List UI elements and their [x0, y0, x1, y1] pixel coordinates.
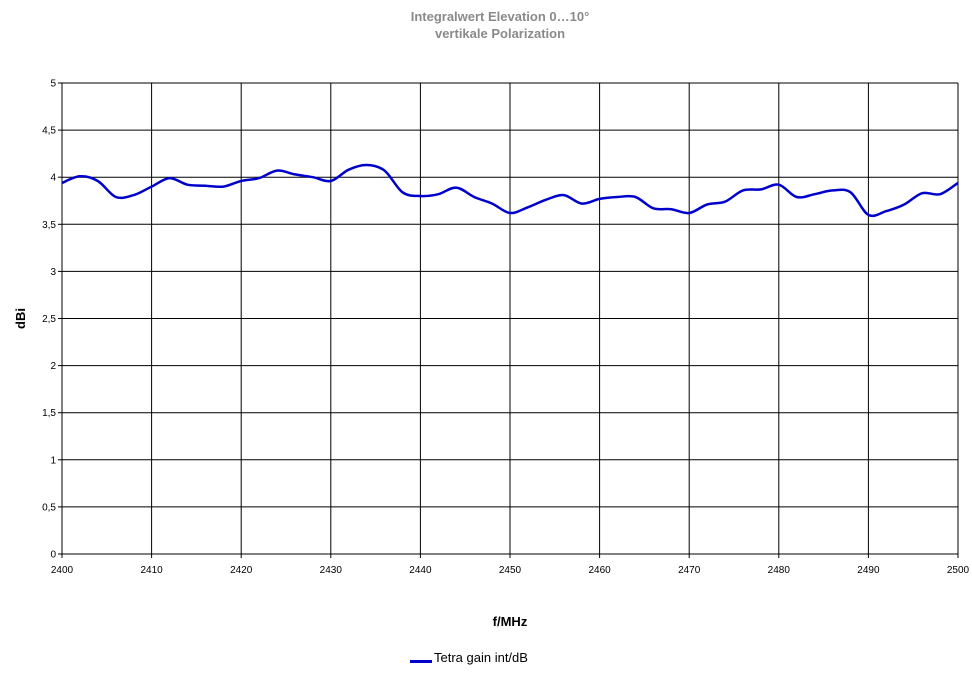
- y-tick-label: 0,5: [42, 502, 56, 513]
- x-tick-label: 2430: [320, 565, 343, 576]
- y-tick-label: 4,5: [42, 126, 56, 137]
- x-tick-label: 2420: [230, 565, 253, 576]
- y-tick-label: 1,5: [42, 408, 56, 419]
- y-tick-label: 5: [50, 79, 56, 90]
- x-tick-label: 2500: [947, 565, 970, 576]
- chart-title: Integralwert Elevation 0…10°: [410, 9, 590, 24]
- x-tick-label: 2450: [499, 565, 522, 576]
- x-tick-label: 2460: [588, 565, 611, 576]
- y-axis-title: dBi: [13, 308, 28, 329]
- y-tick-label: 0: [50, 550, 56, 561]
- x-tick-label: 2490: [857, 565, 880, 576]
- legend-label: Tetra gain int/dB: [434, 650, 528, 665]
- y-tick-label: 3,5: [42, 220, 56, 231]
- chart-subtitle: vertikale Polarization: [434, 26, 566, 41]
- x-tick-label: 2470: [678, 565, 701, 576]
- legend: Tetra gain int/dB: [410, 650, 528, 665]
- x-tick-label: 2410: [140, 565, 163, 576]
- y-tick-label: 4: [50, 173, 56, 184]
- series-line: [61, 163, 959, 218]
- y-tick-label: 2,5: [42, 314, 56, 325]
- x-tick-label: 2440: [409, 565, 432, 576]
- x-tick-label: 2480: [768, 565, 791, 576]
- x-axis-title: f/MHz: [493, 614, 528, 629]
- y-tick-label: 2: [50, 361, 56, 372]
- y-tick-label: 3: [50, 267, 56, 278]
- y-tick-label: 1: [50, 455, 56, 466]
- x-tick-label: 2400: [51, 565, 74, 576]
- legend-swatch: [410, 660, 432, 663]
